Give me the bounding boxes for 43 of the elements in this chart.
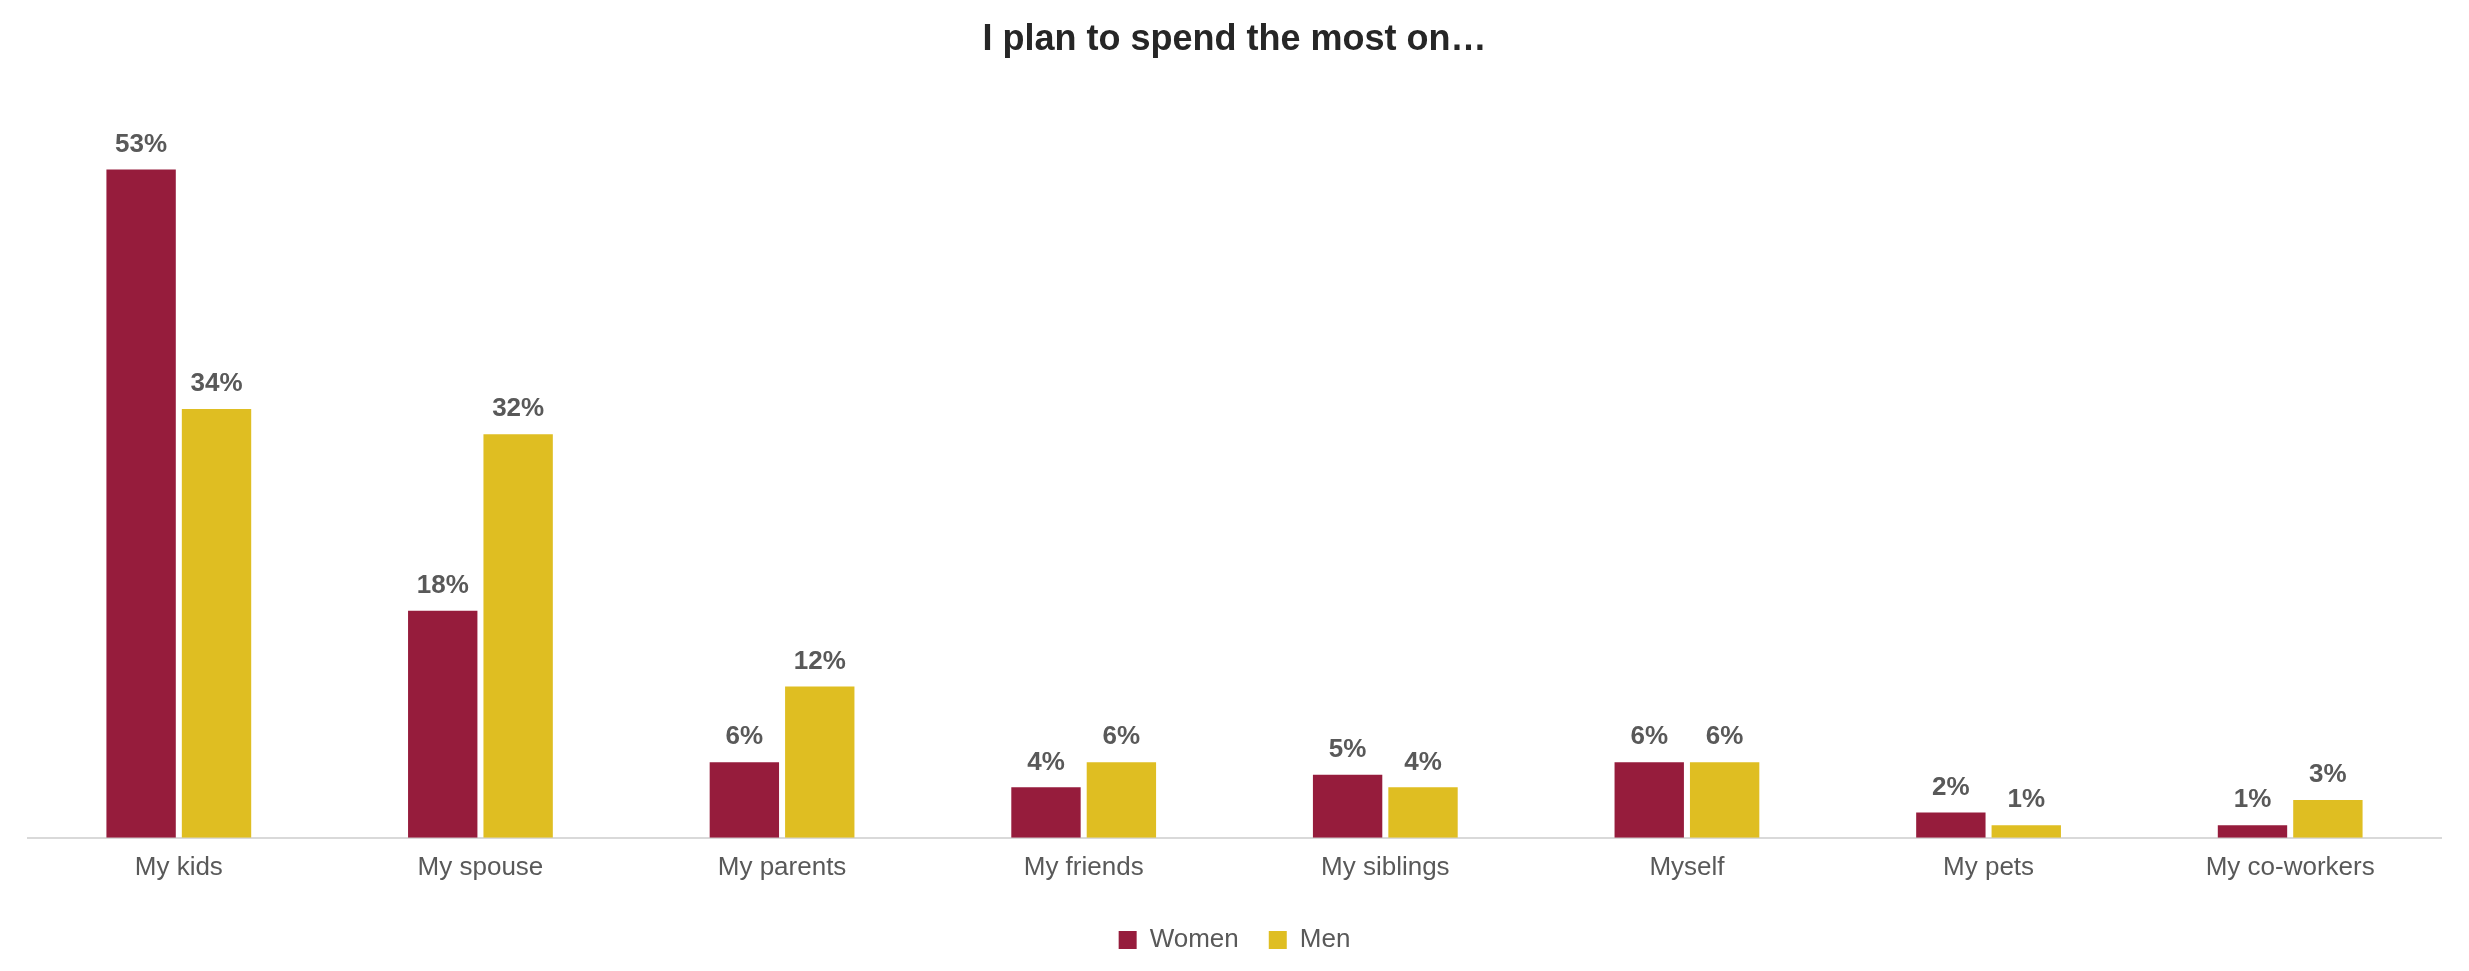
bar: [1312, 774, 1383, 838]
bar: [1388, 787, 1458, 838]
data-label: 6%: [1705, 720, 1744, 751]
x-tick-label: My parents: [717, 850, 847, 881]
bar: [483, 434, 553, 838]
data-label: 4%: [1027, 745, 1065, 776]
x-tick-label: My pets: [1943, 850, 2035, 881]
bar: [1991, 825, 2061, 838]
data-label: 18%: [416, 568, 469, 599]
bar: [2217, 825, 2288, 838]
x-tick-label: My co-workers: [2205, 850, 2375, 881]
x-tick-label: My kids: [134, 850, 223, 881]
data-label: 6%: [725, 720, 764, 751]
data-label: 2%: [1932, 770, 1970, 801]
data-label: 34%: [190, 367, 243, 398]
chart-title: I plan to spend the most on…: [982, 16, 1487, 58]
data-label: 5%: [1328, 732, 1367, 763]
bar: [1086, 762, 1157, 838]
bar: [1916, 812, 1986, 838]
x-tick-label: My spouse: [417, 850, 544, 881]
bar: [181, 409, 252, 838]
data-label: 1%: [2233, 783, 2272, 814]
data-label: 12%: [793, 644, 846, 675]
x-tick-label: My friends: [1023, 850, 1144, 881]
bar: [1011, 787, 1081, 838]
data-label: 32%: [492, 392, 545, 423]
bar: [2293, 799, 2363, 838]
bar: [1614, 762, 1684, 838]
x-tick-label: Myself: [1649, 850, 1726, 881]
bar: [408, 610, 478, 838]
bar: [106, 169, 176, 838]
bar: [785, 686, 855, 838]
legend-label: Men: [1299, 923, 1351, 954]
data-label: 3%: [2309, 758, 2347, 789]
data-label: 1%: [2007, 783, 2046, 814]
bar: [709, 762, 780, 838]
data-label: 6%: [1102, 720, 1141, 751]
bar: [1689, 762, 1760, 838]
x-tick-label: My siblings: [1321, 850, 1450, 881]
data-label: 4%: [1404, 745, 1442, 776]
data-label: 6%: [1630, 720, 1669, 751]
data-label: 53%: [115, 127, 168, 158]
legend-label: Women: [1149, 923, 1239, 954]
